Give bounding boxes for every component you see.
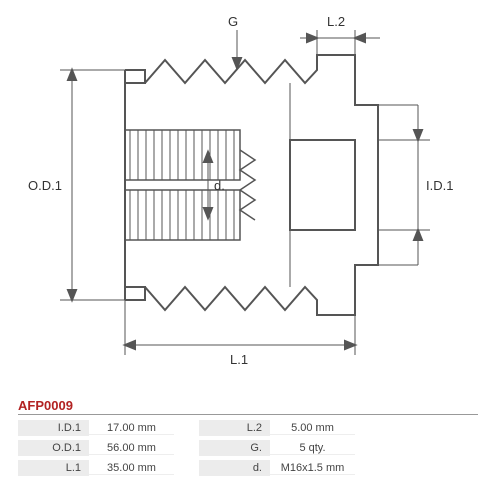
spec-key: O.D.1 (18, 440, 89, 457)
spec-table: I.D.1 17.00 mm O.D.1 56.00 mm L.1 35.00 … (18, 418, 355, 478)
label-g: G (228, 14, 238, 29)
spec-key: d. (199, 460, 270, 477)
spec-val: M16x1.5 mm (270, 462, 355, 475)
spec-row: L.2 5.00 mm (199, 418, 355, 438)
divider (18, 414, 478, 415)
spec-row: I.D.1 17.00 mm (18, 418, 174, 438)
label-od1: O.D.1 (28, 178, 62, 193)
label-id1: I.D.1 (426, 178, 453, 193)
label-l1: L.1 (230, 352, 248, 367)
technical-drawing: G L.2 O.D.1 d. I.D.1 L.1 (0, 0, 500, 390)
part-code: AFP0009 (18, 398, 73, 413)
spec-val: 5 qty. (270, 442, 355, 455)
spec-key: G. (199, 440, 270, 457)
spec-val: 35.00 mm (89, 462, 174, 475)
label-l2: L.2 (327, 14, 345, 29)
spec-val: 56.00 mm (89, 442, 174, 455)
spec-col-left: I.D.1 17.00 mm O.D.1 56.00 mm L.1 35.00 … (18, 418, 174, 478)
spec-row: G. 5 qty. (199, 438, 355, 458)
spec-key: L.1 (18, 460, 89, 477)
spec-val: 5.00 mm (270, 422, 355, 435)
label-d: d. (214, 178, 225, 193)
spec-row: L.1 35.00 mm (18, 458, 174, 478)
drawing-svg (0, 0, 500, 390)
spec-col-right: L.2 5.00 mm G. 5 qty. d. M16x1.5 mm (199, 418, 355, 478)
spec-key: L.2 (199, 420, 270, 437)
spec-key: I.D.1 (18, 420, 89, 437)
spec-row: O.D.1 56.00 mm (18, 438, 174, 458)
spec-val: 17.00 mm (89, 422, 174, 435)
spec-row: d. M16x1.5 mm (199, 458, 355, 478)
